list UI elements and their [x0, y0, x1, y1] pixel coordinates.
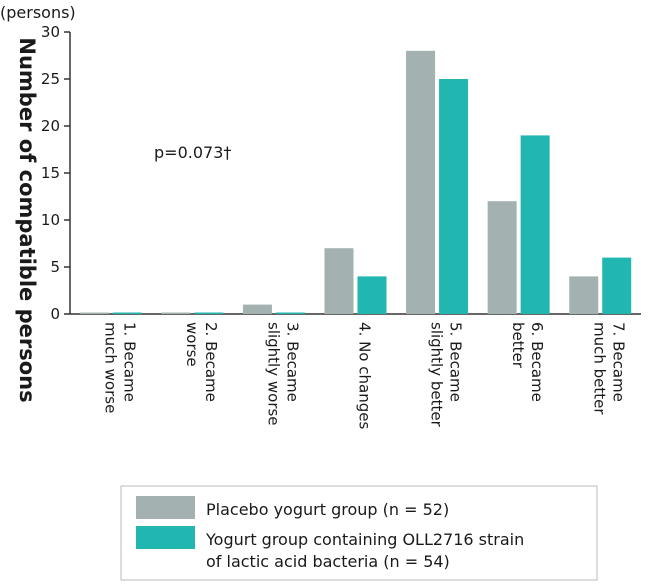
y-tick-label: 10: [41, 211, 60, 229]
y-tick-label: 5: [50, 258, 60, 276]
unit-label: (persons): [0, 3, 76, 22]
category-label: 5. Becameslightly better: [428, 322, 465, 428]
bars: [79, 50, 632, 315]
category-label: 7. Becamemuch better: [591, 322, 628, 415]
legend-swatch: [136, 496, 195, 519]
category-label-line: 3. Became: [283, 322, 301, 402]
legend-box: [120, 485, 598, 581]
category-label: 3. Becameslightly worse: [264, 322, 301, 426]
bar-oll2716: [439, 79, 469, 314]
category-label-line: much better: [591, 322, 609, 415]
legend-label: Placebo yogurt group (n = 52): [206, 500, 449, 519]
bar-oll2716: [275, 312, 305, 314]
category-label-line: 2. Became: [202, 322, 220, 402]
category-label: 2. Becameworse: [183, 322, 220, 402]
bar-placebo: [324, 248, 354, 314]
legend-label-line: Placebo yogurt group (n = 52): [206, 500, 449, 519]
category-label-line: better: [509, 322, 527, 369]
y-tick-label: 30: [41, 23, 60, 41]
bar-placebo: [487, 201, 517, 314]
category-label-line: slightly worse: [264, 322, 282, 426]
category-label-line: much worse: [101, 322, 119, 413]
category-label: 4. No changes: [356, 322, 374, 429]
category-label: 6. Becamebetter: [509, 322, 546, 402]
legend-swatch: [136, 526, 195, 549]
legend-label-line: of lactic acid bacteria (n = 54): [206, 552, 450, 571]
category-label-line: 7. Became: [610, 322, 628, 402]
category-label: 1. Becamemuch worse: [101, 322, 138, 413]
y-tick-label: 25: [41, 70, 60, 88]
bar-oll2716: [112, 312, 142, 314]
p-value-annotation: p=0.073†: [154, 143, 231, 162]
bar-placebo: [406, 50, 436, 315]
bar-oll2716: [357, 276, 387, 314]
bar-oll2716: [194, 312, 224, 314]
bar-placebo: [569, 276, 599, 314]
category-label-line: 4. No changes: [356, 322, 374, 429]
y-tick-label: 20: [41, 117, 60, 135]
bar-oll2716: [602, 257, 632, 314]
category-label-line: 5. Became: [447, 322, 465, 402]
bar-placebo: [161, 312, 191, 314]
category-label-line: slightly better: [428, 322, 446, 428]
y-axis-label: Number of compatible persons: [15, 37, 39, 402]
legend-label: Yogurt group containing OLL2716 strain of…: [205, 530, 524, 571]
bar-placebo: [242, 304, 272, 314]
category-labels: 1. Becamemuch worse 2. Becameworse 3. Beca…: [101, 322, 627, 429]
category-label-line: 6. Became: [528, 322, 546, 402]
category-label-line: 1. Became: [120, 322, 138, 402]
bar-oll2716: [520, 135, 550, 314]
y-tick-label: 0: [50, 305, 60, 323]
category-label-line: worse: [183, 322, 201, 367]
bar-placebo: [79, 312, 109, 314]
legend-label-line: Yogurt group containing OLL2716 strain: [205, 530, 524, 549]
y-tick-label: 15: [41, 164, 60, 182]
legend: Placebo yogurt group (n = 52) Yogurt grou…: [120, 485, 598, 581]
